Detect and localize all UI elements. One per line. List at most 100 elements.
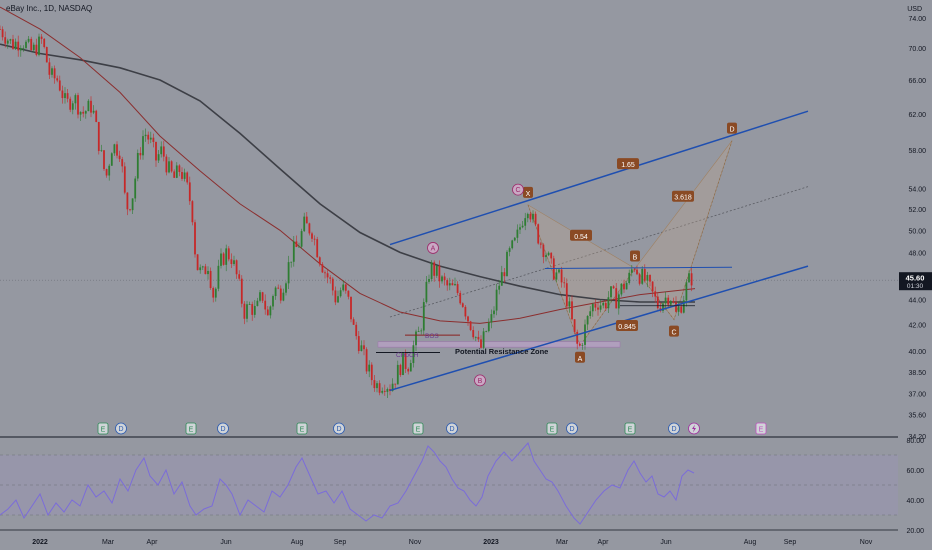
candle xyxy=(131,198,134,215)
candle-body xyxy=(53,68,56,79)
candle xyxy=(259,289,261,303)
candle-body xyxy=(144,134,147,137)
event-marker-dividend[interactable]: D xyxy=(446,422,458,435)
candle-body xyxy=(131,198,134,211)
candle-body xyxy=(191,201,194,223)
candle xyxy=(456,281,459,296)
candle xyxy=(246,300,248,323)
candle-body xyxy=(38,36,40,55)
candle xyxy=(623,279,625,293)
candle-body xyxy=(451,283,454,286)
candle xyxy=(282,288,285,302)
candle xyxy=(526,212,529,223)
candle xyxy=(378,380,381,396)
candle xyxy=(485,330,488,333)
candle-body xyxy=(597,307,599,310)
event-marker-dividend[interactable]: D xyxy=(217,422,229,435)
event-marker-dividend[interactable]: D xyxy=(566,422,578,435)
candle-body xyxy=(558,269,560,273)
candle xyxy=(27,35,30,44)
candle-body xyxy=(136,152,139,179)
candle xyxy=(19,45,22,57)
wave-circle-text: C xyxy=(515,187,520,194)
candle-body xyxy=(355,324,358,337)
candle xyxy=(64,87,66,104)
candle-body xyxy=(43,38,46,48)
pattern-point-box xyxy=(523,186,533,198)
candle xyxy=(97,121,100,155)
candle-body xyxy=(571,301,573,320)
candle xyxy=(368,360,371,378)
event-marker-dividend[interactable]: D xyxy=(115,422,127,435)
time-tick-label: Nov xyxy=(409,539,422,546)
event-marker-earnings[interactable]: E xyxy=(97,422,109,435)
candle xyxy=(620,283,623,297)
candle xyxy=(612,285,615,289)
candle-body xyxy=(238,274,241,279)
candle xyxy=(433,260,436,282)
candle-body xyxy=(506,251,508,277)
candle xyxy=(290,261,293,268)
candle-body xyxy=(272,296,274,307)
event-marker-split[interactable] xyxy=(688,422,700,435)
candle xyxy=(105,168,108,178)
pattern-path xyxy=(527,140,733,347)
event-marker-earnings[interactable]: E xyxy=(624,422,636,435)
candle xyxy=(173,169,176,178)
candle xyxy=(243,301,246,325)
lightning-icon xyxy=(692,424,696,433)
candle xyxy=(474,336,477,342)
candle xyxy=(560,266,563,288)
event-marker-earnings[interactable]: E xyxy=(185,422,197,435)
candle-body xyxy=(675,302,677,312)
candle-body xyxy=(576,331,579,344)
candle-body xyxy=(35,44,38,55)
candle-body xyxy=(365,349,368,372)
candle-body xyxy=(66,93,69,99)
candle-body xyxy=(394,383,397,385)
candle xyxy=(503,268,506,283)
candle xyxy=(84,110,87,119)
event-marker-earnings[interactable]: E xyxy=(412,422,424,435)
event-marker-earnings[interactable]: E xyxy=(546,422,558,435)
candle xyxy=(248,301,251,305)
candle-body xyxy=(526,213,529,219)
candle xyxy=(638,272,641,286)
event-label: E xyxy=(101,427,106,434)
event-label: E xyxy=(759,427,764,434)
resistance-zone-box xyxy=(377,341,621,348)
event-marker-dividend[interactable]: D xyxy=(333,422,345,435)
candle-body xyxy=(181,172,183,179)
candle-body xyxy=(435,265,438,276)
candle xyxy=(350,296,352,323)
candle-body xyxy=(77,95,79,115)
candle-body xyxy=(295,241,298,247)
candle xyxy=(407,367,410,375)
candle-body xyxy=(316,239,319,258)
candle-body xyxy=(477,336,480,340)
candle-body xyxy=(469,321,472,331)
candle-body xyxy=(461,303,464,307)
candle xyxy=(607,291,610,314)
candle-body xyxy=(357,336,360,352)
candle-body xyxy=(212,288,215,298)
candle xyxy=(300,228,303,249)
event-marker-earnings[interactable]: E xyxy=(296,422,308,435)
event-marker-dividend[interactable]: D xyxy=(668,422,680,435)
candle xyxy=(415,329,417,352)
event-marker-earnings[interactable]: E xyxy=(755,422,767,435)
candle-body xyxy=(14,41,17,49)
pattern-point-x: X xyxy=(523,186,533,198)
candle xyxy=(396,360,399,385)
candle-body xyxy=(620,283,623,295)
candle-body xyxy=(545,255,547,258)
candle-body xyxy=(508,248,511,252)
candle-body xyxy=(513,237,516,241)
candle xyxy=(469,320,472,332)
rsi-tick-label: 60.00 xyxy=(906,468,924,475)
earnings-icon xyxy=(185,422,197,435)
candle-body xyxy=(617,294,620,309)
candle xyxy=(118,150,121,163)
